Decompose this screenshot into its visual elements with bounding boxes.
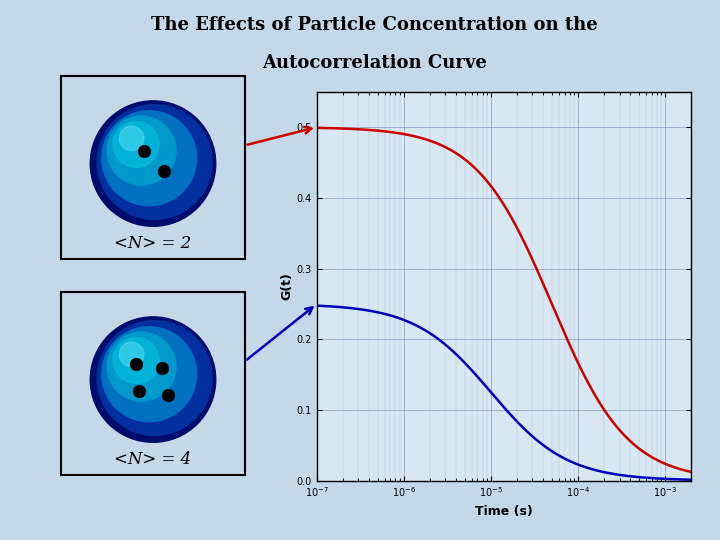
Text: The Effects of Particle Concentration on the: The Effects of Particle Concentration on… — [151, 16, 598, 34]
Circle shape — [97, 105, 212, 219]
Circle shape — [113, 122, 159, 167]
Circle shape — [90, 317, 216, 442]
Circle shape — [120, 126, 144, 151]
Y-axis label: G(t): G(t) — [281, 272, 294, 300]
Circle shape — [107, 116, 176, 185]
Circle shape — [120, 342, 144, 367]
Circle shape — [113, 338, 159, 383]
Text: Autocorrelation Curve: Autocorrelation Curve — [262, 54, 487, 72]
Text: <N> = 2: <N> = 2 — [114, 235, 192, 252]
Text: <N> = 4: <N> = 4 — [114, 451, 192, 468]
Circle shape — [102, 111, 197, 206]
Circle shape — [102, 327, 197, 422]
X-axis label: Time (s): Time (s) — [475, 505, 533, 518]
Circle shape — [97, 321, 212, 435]
Circle shape — [107, 332, 176, 401]
Circle shape — [90, 101, 216, 226]
